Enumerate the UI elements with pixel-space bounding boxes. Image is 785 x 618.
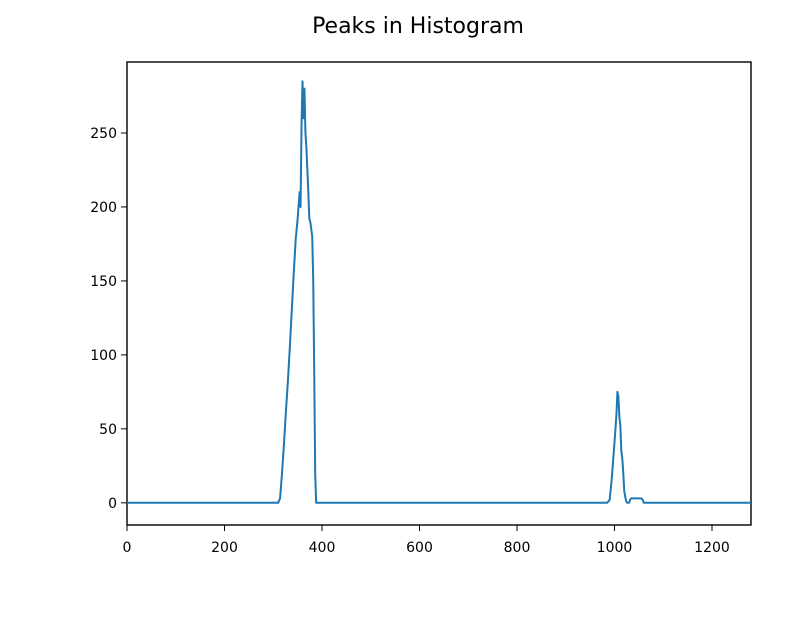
x-tick-label: 800 — [504, 540, 531, 556]
x-tick-label: 0 — [123, 540, 132, 556]
x-tick-label: 1200 — [694, 540, 730, 556]
plot-frame — [126, 61, 752, 526]
x-tick-label: 200 — [211, 540, 238, 556]
y-tick-label: 50 — [99, 422, 117, 438]
y-tick-label: 100 — [90, 348, 117, 364]
y-tick-label: 0 — [108, 496, 117, 512]
x-tick-label: 600 — [406, 540, 433, 556]
y-tick-label: 200 — [90, 200, 117, 216]
y-tick-label: 250 — [90, 126, 117, 142]
chart-title: Peaks in Histogram — [312, 14, 524, 39]
x-tick-label: 1000 — [597, 540, 633, 556]
series-line — [127, 80, 751, 504]
x-tick-label: 400 — [309, 540, 336, 556]
y-tick-label: 150 — [90, 274, 117, 290]
